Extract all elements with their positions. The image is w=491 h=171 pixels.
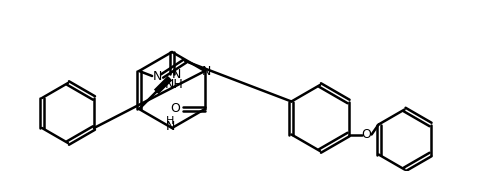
Text: O: O: [170, 102, 180, 115]
Text: N: N: [171, 68, 181, 81]
Text: O: O: [362, 128, 372, 141]
Text: H: H: [166, 116, 174, 126]
Text: N: N: [165, 121, 175, 134]
Text: N: N: [202, 65, 212, 78]
Text: NH: NH: [164, 77, 183, 90]
Text: N: N: [152, 69, 162, 82]
